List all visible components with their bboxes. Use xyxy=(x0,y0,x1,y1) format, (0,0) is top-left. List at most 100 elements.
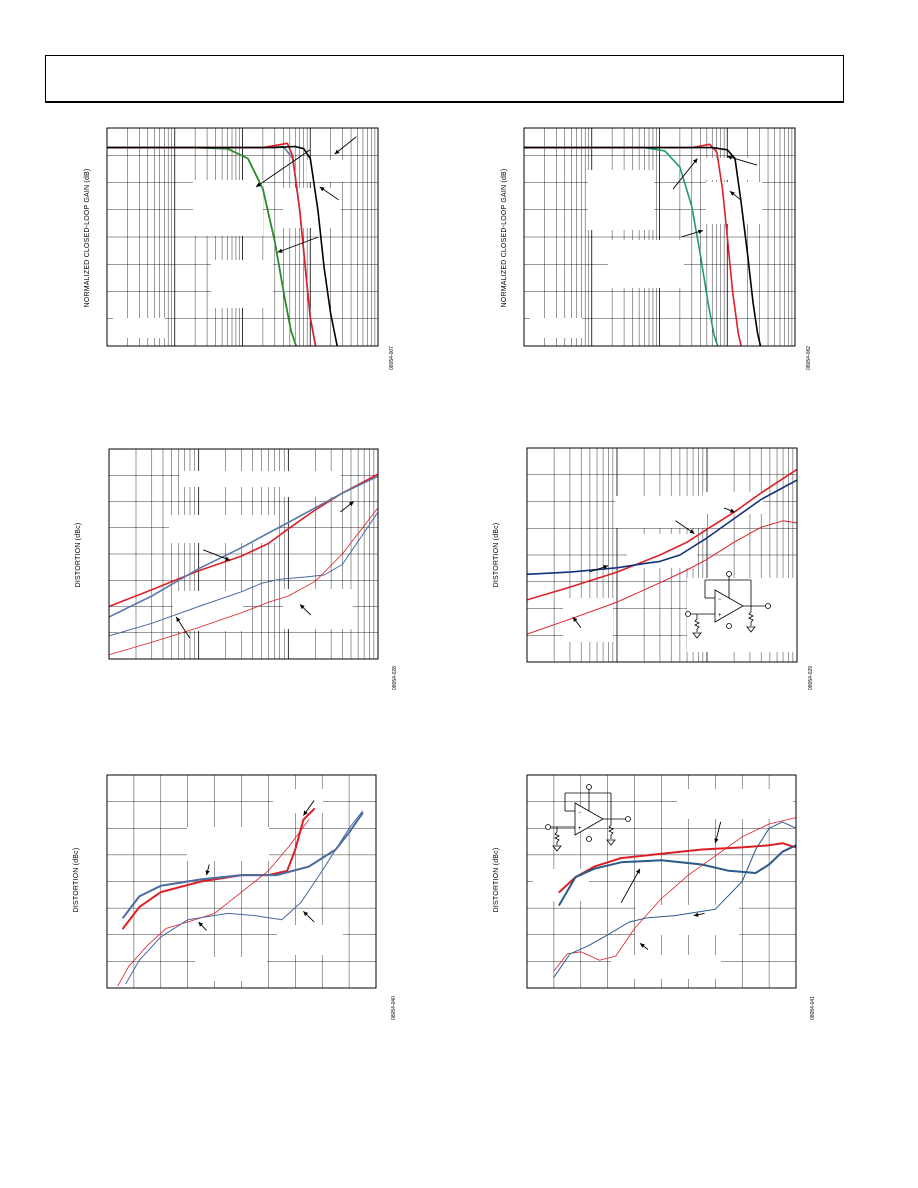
label-knockout xyxy=(277,925,343,955)
series-line-2 xyxy=(109,475,378,618)
callout-arrow xyxy=(299,604,312,616)
series-line-2 xyxy=(524,143,742,346)
chart-panel-fig4: DISTORTION (dBc) − + 08054-029 xyxy=(488,440,828,700)
plot-frame xyxy=(526,774,797,989)
supply-terminal xyxy=(726,571,732,577)
ground-symbol xyxy=(606,839,616,846)
figure-id: 08054-041 xyxy=(810,996,816,1020)
label-knockout xyxy=(611,955,721,979)
label-knockout xyxy=(563,598,613,642)
series-line-4 xyxy=(125,810,363,985)
label-knockout xyxy=(283,188,341,228)
label-knockout xyxy=(195,957,267,981)
label-knockout xyxy=(588,170,654,230)
chart-panel-fig6: DISTORTION (dBc) − + 08054-041 xyxy=(488,768,828,1030)
callout-arrow xyxy=(277,236,319,253)
supply-terminal xyxy=(586,836,592,842)
plot-area xyxy=(106,127,379,347)
plus-sign: + xyxy=(578,826,582,832)
callout-arrow xyxy=(723,507,736,513)
chart-panel-fig5: DISTORTION (dBc) 08054-040 xyxy=(68,768,408,1030)
series-group xyxy=(107,142,338,346)
plot-frame xyxy=(106,774,377,989)
y-axis-label: DISTORTION (dBc) xyxy=(73,848,80,913)
callout-arrow xyxy=(727,155,758,166)
plot-frame xyxy=(526,447,798,663)
resistor xyxy=(748,606,754,626)
input-terminal xyxy=(685,611,691,617)
ground-symbol xyxy=(552,845,562,852)
plot-frame xyxy=(523,127,796,347)
resistor xyxy=(608,819,614,839)
callout-arrow xyxy=(334,136,357,155)
label-knockout xyxy=(273,789,323,813)
series-group xyxy=(117,808,364,987)
y-axis-label: NORMALIZED CLOSED-LOOP GAIN (dB) xyxy=(84,169,91,308)
ground-symbol xyxy=(746,626,756,633)
callout-arrow xyxy=(255,149,311,188)
callout-arrow xyxy=(303,800,315,816)
callout-arrow xyxy=(198,921,207,931)
label-knockout xyxy=(608,240,684,288)
series-line-3 xyxy=(527,520,797,635)
callout-arrow xyxy=(205,864,210,876)
chart-panel-fig3: DISTORTION (dBc) 08054-028 xyxy=(70,440,410,700)
series-group xyxy=(553,817,796,978)
resistor xyxy=(694,614,700,632)
y-axis-label: NORMALIZED CLOSED-LOOP GAIN (dB) xyxy=(501,169,508,308)
label-knockout xyxy=(702,158,752,180)
y-axis-label: DISTORTION (dBc) xyxy=(493,523,500,588)
minus-sign: − xyxy=(718,597,722,603)
callout-arrow xyxy=(639,942,649,951)
label-knockout xyxy=(530,318,582,338)
figure-id: 08054-028 xyxy=(392,666,398,690)
label-knockout xyxy=(221,180,261,208)
page-header xyxy=(45,55,844,103)
figure-id: 08054-029 xyxy=(808,666,814,690)
supply-terminal xyxy=(586,784,592,790)
callout-arrow xyxy=(303,911,315,923)
minus-sign: − xyxy=(578,810,582,816)
plot-frame xyxy=(106,127,379,347)
label-knockout xyxy=(706,182,762,224)
callout-arrow xyxy=(693,912,705,917)
label-knockout xyxy=(211,260,273,308)
output-terminal xyxy=(765,603,771,609)
callout-arrow xyxy=(572,616,582,629)
series-line-3 xyxy=(524,146,762,346)
plot-area xyxy=(108,448,379,660)
series-line-4 xyxy=(107,145,338,346)
label-knockout xyxy=(179,471,287,487)
callout-arrow xyxy=(340,501,355,513)
callout-arrow xyxy=(588,565,609,573)
label-knockout xyxy=(169,515,279,543)
series-line-3 xyxy=(109,511,378,637)
label-knockout xyxy=(281,471,341,497)
plot-area xyxy=(106,774,377,989)
input-terminal xyxy=(545,824,551,830)
label-knockout xyxy=(687,578,797,652)
label-knockout xyxy=(173,591,243,631)
chart-panel-fig1: NORMALIZED CLOSED-LOOP GAIN (dB) 08054-0… xyxy=(78,120,408,380)
series-line-3 xyxy=(553,817,796,972)
plot-area xyxy=(523,127,796,347)
series-line-1 xyxy=(524,146,719,346)
label-knockout xyxy=(113,318,165,338)
y-axis-label: DISTORTION (dBc) xyxy=(75,523,82,588)
series-group xyxy=(524,143,762,346)
amplifier-schematic: −+ xyxy=(685,571,771,639)
grid xyxy=(107,128,378,346)
callout-arrow xyxy=(729,190,742,201)
callout-arrow xyxy=(319,186,339,201)
series-group xyxy=(109,473,378,656)
callout-arrow xyxy=(202,549,231,561)
series-line-3 xyxy=(107,142,317,346)
series-line-1 xyxy=(527,468,797,601)
series-line-2 xyxy=(122,812,364,919)
label-knockout xyxy=(677,789,793,819)
label-knockout xyxy=(283,589,353,629)
series-group xyxy=(527,468,797,635)
ground-symbol xyxy=(692,632,702,639)
series-line-4 xyxy=(553,821,796,978)
amplifier-schematic: −+ xyxy=(545,784,631,852)
